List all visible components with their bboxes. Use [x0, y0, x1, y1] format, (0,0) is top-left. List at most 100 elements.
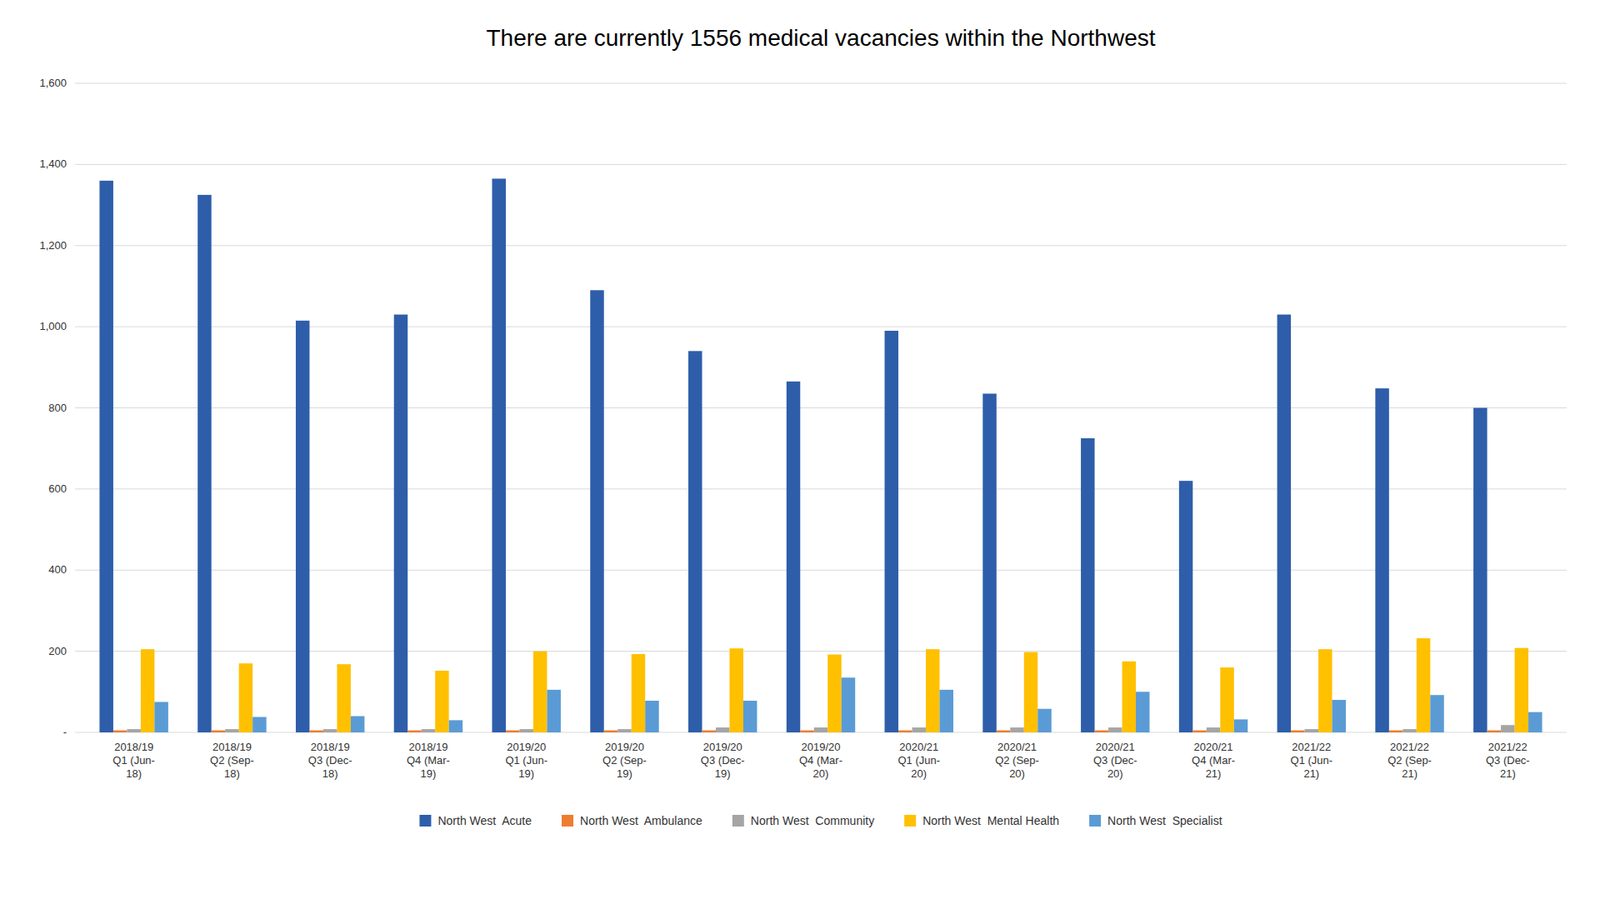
bar [295, 320, 310, 733]
bar [786, 381, 800, 733]
bar [982, 393, 996, 733]
bar [841, 677, 855, 733]
bar [99, 180, 113, 733]
bar [323, 729, 337, 733]
bar [1192, 730, 1206, 733]
bar [1416, 638, 1430, 733]
bar [350, 716, 365, 733]
legend-item: North West Ambulance [561, 814, 703, 828]
bar [715, 727, 730, 733]
y-tick-label: 1,600 [39, 76, 67, 90]
bar [225, 729, 239, 733]
bar [912, 727, 926, 733]
bar [996, 730, 1010, 733]
x-axis: 2018/19Q1 (Jun-18) 2018/19Q2 (Sep-18) 2018… [112, 740, 1530, 780]
bar [729, 648, 743, 733]
legend-swatch [1089, 815, 1101, 827]
bar [1402, 729, 1416, 733]
grid-line [75, 245, 1567, 246]
bar [126, 729, 140, 733]
legend: North West Acute North West Ambulance Nort… [419, 814, 1222, 828]
legend-label: North West Ambulance [580, 814, 703, 828]
bar [252, 716, 266, 733]
bar [197, 195, 211, 733]
x-tick-label: 2021/22Q1 (Jun-21) [1290, 740, 1334, 780]
x-tick-label: 2021/22Q3 (Dec-21) [1485, 740, 1530, 780]
y-tick-label: 1,200 [39, 239, 67, 252]
bar [449, 720, 463, 733]
y-tick-label: 800 [48, 401, 67, 415]
bar [1290, 730, 1305, 733]
x-tick-label: 2018/19Q4 (Mar-19) [406, 740, 450, 780]
bar [309, 730, 323, 733]
bar [1206, 727, 1220, 733]
bar [1179, 480, 1193, 733]
bar [827, 655, 841, 733]
x-tick-label: 2020/21Q3 (Dec-20) [1093, 740, 1138, 780]
bar [800, 730, 814, 733]
legend-swatch [419, 815, 431, 827]
bar [702, 730, 716, 733]
x-tick-label: 2018/19Q3 (Dec-18) [308, 740, 353, 780]
bar [1515, 648, 1529, 733]
y-tick-label: - [63, 725, 67, 739]
legend-label: North West Acute [437, 814, 532, 828]
legend-item: North West Acute [419, 814, 532, 828]
bar [421, 729, 435, 733]
bar [435, 670, 449, 733]
title: There are currently 1556 medical vacanci… [485, 25, 1155, 51]
x-tick-label: 2019/20Q2 (Sep-19) [602, 740, 647, 780]
bar [546, 690, 560, 733]
x-tick-label: 2018/19Q2 (Sep-18) [210, 740, 255, 780]
x-tick-label: 2018/19Q1 (Jun-18) [112, 740, 155, 780]
grid-line [75, 83, 1567, 85]
legend-swatch [732, 815, 745, 827]
bar [939, 690, 953, 733]
bar [925, 649, 940, 733]
bar [1500, 725, 1515, 733]
bar [1375, 388, 1389, 733]
x-tick-label: 2020/21Q1 (Jun-20) [897, 740, 940, 780]
x-tick-label: 2019/20Q1 (Jun-19) [505, 740, 548, 780]
legend-swatch [904, 815, 916, 827]
chart: There are currently 1556 medical vacanci… [0, 0, 1600, 924]
legend-label: North West Community [750, 814, 875, 828]
bar [491, 178, 505, 733]
legend-item: North West Community [732, 814, 875, 828]
bar [885, 330, 899, 733]
bar [645, 700, 659, 733]
x-tick-label: 2020/21Q4 (Mar-21) [1191, 740, 1235, 780]
bar [743, 700, 757, 733]
bar [1220, 667, 1234, 733]
legend-label: North West Mental Health [922, 814, 1060, 828]
bar [1430, 695, 1444, 733]
bar [590, 290, 604, 733]
bar [1108, 727, 1122, 733]
y-tick-label: 600 [48, 482, 67, 495]
bar [617, 729, 631, 733]
y-tick-label: 400 [48, 563, 67, 576]
bar [1332, 700, 1346, 733]
x-tick-label: 2019/20Q4 (Mar-20) [799, 740, 843, 780]
bar [1473, 408, 1487, 734]
bar [1024, 652, 1038, 733]
grid-line [75, 164, 1567, 165]
y-tick-label: 1,000 [39, 320, 67, 333]
bar [1080, 438, 1095, 733]
bar [113, 730, 127, 733]
x-tick-label: 2021/22Q2 (Sep-21) [1387, 740, 1432, 780]
bar [1234, 719, 1248, 733]
bar [336, 664, 350, 733]
bar [239, 663, 253, 733]
bar [688, 350, 702, 733]
grid [75, 83, 1567, 733]
bar [1010, 727, 1024, 733]
bar [519, 729, 533, 733]
bar [898, 730, 912, 733]
bar [1037, 709, 1051, 733]
bar [505, 730, 520, 733]
bar [1528, 712, 1542, 733]
bar [1389, 730, 1403, 733]
bar [140, 649, 155, 733]
bar [394, 315, 408, 733]
